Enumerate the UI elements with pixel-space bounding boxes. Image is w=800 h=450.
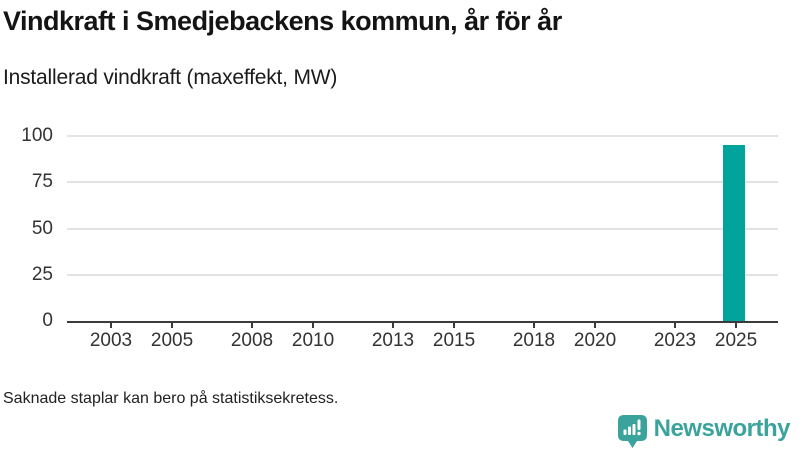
x-tick-label: 2008 — [230, 330, 274, 351]
y-tick-label: 50 — [31, 217, 53, 239]
bar-slot-2010 — [297, 136, 325, 321]
bar-2025 — [722, 145, 745, 321]
bar-slot-2013 — [381, 136, 409, 321]
bar-slot-2016 — [466, 136, 494, 321]
x-tick-mark — [171, 322, 174, 328]
bar-slot-2014 — [409, 136, 437, 321]
x-slot-2014 — [414, 322, 433, 351]
bar-slot-2011 — [325, 136, 353, 321]
x-tick-mark — [673, 322, 676, 328]
bar-slot-2021 — [607, 136, 635, 321]
chart-title: Vindkraft i Smedjebackens kommun, år för… — [3, 6, 562, 36]
x-tick-label: 2023 — [653, 330, 697, 351]
bar-slot-2022 — [635, 136, 663, 321]
x-tick-mark — [532, 322, 535, 328]
logo-bar-1 — [623, 429, 627, 435]
gridline — [67, 273, 778, 276]
y-tick-label: 25 — [31, 263, 53, 285]
x-slot-2020: 2020 — [574, 322, 616, 351]
x-tick-label: 2013 — [371, 330, 415, 351]
x-slot-2008: 2008 — [231, 322, 273, 351]
x-slot-2022 — [635, 322, 654, 351]
x-slot-2013: 2013 — [372, 322, 414, 351]
x-tick-mark — [312, 322, 315, 328]
x-slot-2004 — [132, 322, 151, 351]
x-slot-2011 — [334, 322, 353, 351]
chart-subtitle: Installerad vindkraft (maxeffekt, MW) — [3, 66, 338, 89]
x-tick-label: 2003 — [89, 330, 133, 351]
x-slot-2007 — [212, 322, 231, 351]
x-slot-2015: 2015 — [433, 322, 475, 351]
x-axis-labels: 2003 2005 2008 2010 2013 2015 2018 2020 2023 2025 — [71, 322, 776, 351]
logo-bar-3 — [632, 424, 636, 435]
y-tick-label: 75 — [31, 171, 53, 193]
x-slot-2003: 2003 — [90, 322, 132, 351]
bar-chart-speech-bubble-icon — [617, 415, 647, 448]
footnote: Saknade staplar kan bero på statistiksek… — [3, 390, 339, 407]
x-tick-mark — [391, 322, 394, 328]
bar-series — [71, 136, 776, 321]
bar-slot-2009 — [268, 136, 296, 321]
x-slot-2026 — [757, 322, 776, 351]
gridline — [67, 135, 778, 137]
x-tick-label: 2005 — [150, 330, 194, 351]
x-slot-2018: 2018 — [513, 322, 555, 351]
gridline — [67, 227, 778, 230]
bar-slot-2007 — [212, 136, 240, 321]
bar-slot-2005 — [156, 136, 184, 321]
bar-slot-2023 — [663, 136, 691, 321]
bar-slot-2006 — [184, 136, 212, 321]
logo-exclamation-bar — [637, 419, 641, 430]
bar-slot-2002 — [71, 136, 99, 321]
bar-slot-2025 — [720, 136, 748, 321]
bar-slot-2026 — [748, 136, 776, 321]
y-tick-label: 0 — [42, 310, 53, 331]
bar-slot-2017 — [494, 136, 522, 321]
plot-area — [67, 135, 778, 323]
x-tick-label: 2015 — [432, 330, 476, 351]
x-slot-2017 — [494, 322, 513, 351]
x-slot-2021 — [616, 322, 635, 351]
logo-exclamation-dot — [636, 431, 641, 436]
bar-slot-2003 — [99, 136, 127, 321]
x-slot-2002 — [71, 322, 90, 351]
bar-slot-2020 — [579, 136, 607, 321]
bar-slot-2008 — [240, 136, 268, 321]
newsworthy-logo-text: Newsworthy — [653, 415, 791, 442]
y-tick-label: 100 — [21, 125, 53, 146]
bar-slot-2018 — [522, 136, 550, 321]
x-slot-2006 — [193, 322, 212, 351]
bar-slot-2024 — [691, 136, 719, 321]
bar-slot-2019 — [550, 136, 578, 321]
x-tick-mark — [250, 322, 253, 328]
x-tick-label: 2025 — [714, 330, 758, 351]
x-slot-2019 — [555, 322, 574, 351]
newsworthy-logo: Newsworthy — [617, 414, 791, 448]
x-slot-2023: 2023 — [654, 322, 696, 351]
logo-bar-2 — [627, 426, 631, 435]
x-tick-mark — [594, 322, 597, 328]
x-slot-2016 — [475, 322, 494, 351]
x-tick-mark — [735, 322, 738, 328]
x-slot-2012 — [353, 322, 372, 351]
gridline — [67, 181, 778, 184]
bar-slot-2004 — [127, 136, 155, 321]
x-tick-label: 2010 — [291, 330, 335, 351]
x-slot-2010: 2010 — [292, 322, 334, 351]
x-slot-2024 — [696, 322, 715, 351]
y-axis-labels: 0 25 50 75 100 — [0, 125, 53, 331]
x-slot-2005: 2005 — [151, 322, 193, 351]
x-tick-mark — [453, 322, 456, 328]
x-slot-2009 — [273, 322, 292, 351]
x-slot-2025: 2025 — [715, 322, 757, 351]
x-tick-label: 2018 — [512, 330, 556, 351]
bar-slot-2012 — [353, 136, 381, 321]
bar-slot-2015 — [438, 136, 466, 321]
x-tick-mark — [109, 322, 112, 328]
x-tick-label: 2020 — [573, 330, 617, 351]
